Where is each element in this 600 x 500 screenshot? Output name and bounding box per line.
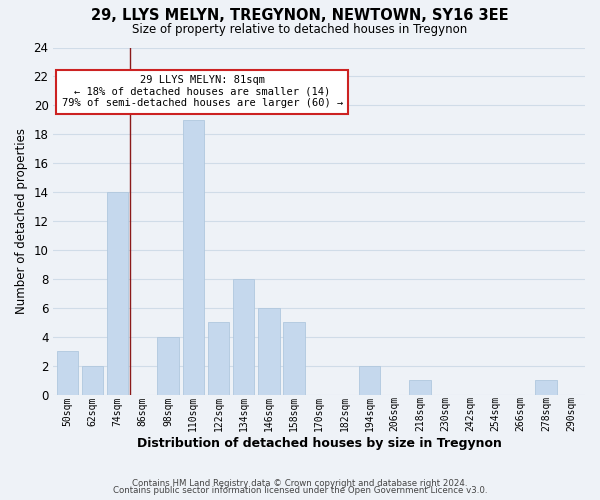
Bar <box>157 337 179 395</box>
Text: 29 LLYS MELYN: 81sqm
← 18% of detached houses are smaller (14)
79% of semi-detac: 29 LLYS MELYN: 81sqm ← 18% of detached h… <box>62 76 343 108</box>
Y-axis label: Number of detached properties: Number of detached properties <box>15 128 28 314</box>
X-axis label: Distribution of detached houses by size in Tregynon: Distribution of detached houses by size … <box>137 437 502 450</box>
Bar <box>208 322 229 395</box>
Bar <box>233 279 254 395</box>
Text: Size of property relative to detached houses in Tregynon: Size of property relative to detached ho… <box>133 22 467 36</box>
Text: Contains HM Land Registry data © Crown copyright and database right 2024.: Contains HM Land Registry data © Crown c… <box>132 478 468 488</box>
Bar <box>56 352 78 395</box>
Bar <box>182 120 204 395</box>
Bar <box>283 322 305 395</box>
Bar <box>107 192 128 395</box>
Bar <box>535 380 557 395</box>
Bar <box>258 308 280 395</box>
Bar <box>409 380 431 395</box>
Text: 29, LLYS MELYN, TREGYNON, NEWTOWN, SY16 3EE: 29, LLYS MELYN, TREGYNON, NEWTOWN, SY16 … <box>91 8 509 22</box>
Text: Contains public sector information licensed under the Open Government Licence v3: Contains public sector information licen… <box>113 486 487 495</box>
Bar <box>359 366 380 395</box>
Bar <box>82 366 103 395</box>
